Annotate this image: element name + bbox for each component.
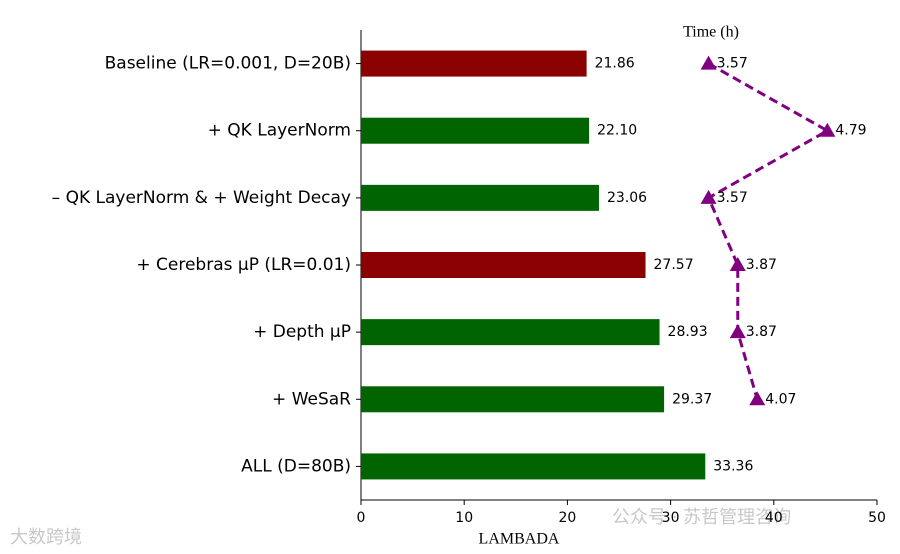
value-label: 21.86 bbox=[595, 56, 635, 72]
y-tick-label: + WeSaR bbox=[272, 389, 351, 409]
bar bbox=[361, 50, 587, 77]
time-label: 4.07 bbox=[765, 391, 796, 407]
y-tick-label: Baseline (LR=0.001, D=20B) bbox=[105, 54, 351, 74]
time-label: 3.87 bbox=[746, 324, 777, 340]
x-tick-label: 10 bbox=[455, 510, 473, 526]
time-label: 3.57 bbox=[717, 56, 748, 72]
x-tick-label: 20 bbox=[558, 510, 576, 526]
x-tick-label: 0 bbox=[357, 510, 366, 526]
x-axis-label: LAMBADA bbox=[479, 531, 560, 548]
x-tick-label: 30 bbox=[662, 510, 680, 526]
x-tick-label: 50 bbox=[868, 510, 886, 526]
x-tick-label: 40 bbox=[765, 510, 783, 526]
time-marker bbox=[729, 257, 746, 271]
value-label: 33.36 bbox=[713, 458, 753, 474]
time-label: 3.87 bbox=[746, 257, 777, 273]
watermark: 大数跨境 bbox=[10, 527, 82, 548]
time-marker bbox=[729, 324, 746, 339]
value-label: 27.57 bbox=[654, 257, 694, 273]
bar bbox=[361, 117, 590, 144]
time-marker bbox=[700, 189, 717, 204]
time-line bbox=[706, 62, 831, 400]
time-label: 3.57 bbox=[717, 190, 748, 206]
watermark: 公众号 · 苏哲管理咨询 bbox=[612, 507, 791, 528]
bar bbox=[361, 184, 599, 211]
y-tick-label: ALL (D=80B) bbox=[241, 456, 351, 476]
time-marker bbox=[749, 391, 766, 406]
bar bbox=[361, 386, 665, 413]
y-tick-label: – QK LayerNorm & + Weight Decay bbox=[52, 188, 351, 208]
bar bbox=[361, 453, 706, 480]
value-label: 22.10 bbox=[597, 123, 637, 139]
value-label: 23.06 bbox=[607, 190, 647, 206]
y-tick-label: + Depth μP bbox=[253, 322, 351, 342]
y-tick-label: + Cerebras μP (LR=0.01) bbox=[136, 255, 351, 275]
value-label: 29.37 bbox=[672, 391, 712, 407]
bar bbox=[361, 319, 660, 346]
value-label: 28.93 bbox=[668, 324, 708, 340]
time-label: 4.79 bbox=[835, 123, 866, 139]
line-axis-label: Time (h) bbox=[683, 24, 739, 41]
time-marker bbox=[819, 122, 836, 137]
time-marker bbox=[700, 55, 717, 70]
y-tick-label: + QK LayerNorm bbox=[208, 121, 351, 141]
bar bbox=[361, 252, 646, 278]
